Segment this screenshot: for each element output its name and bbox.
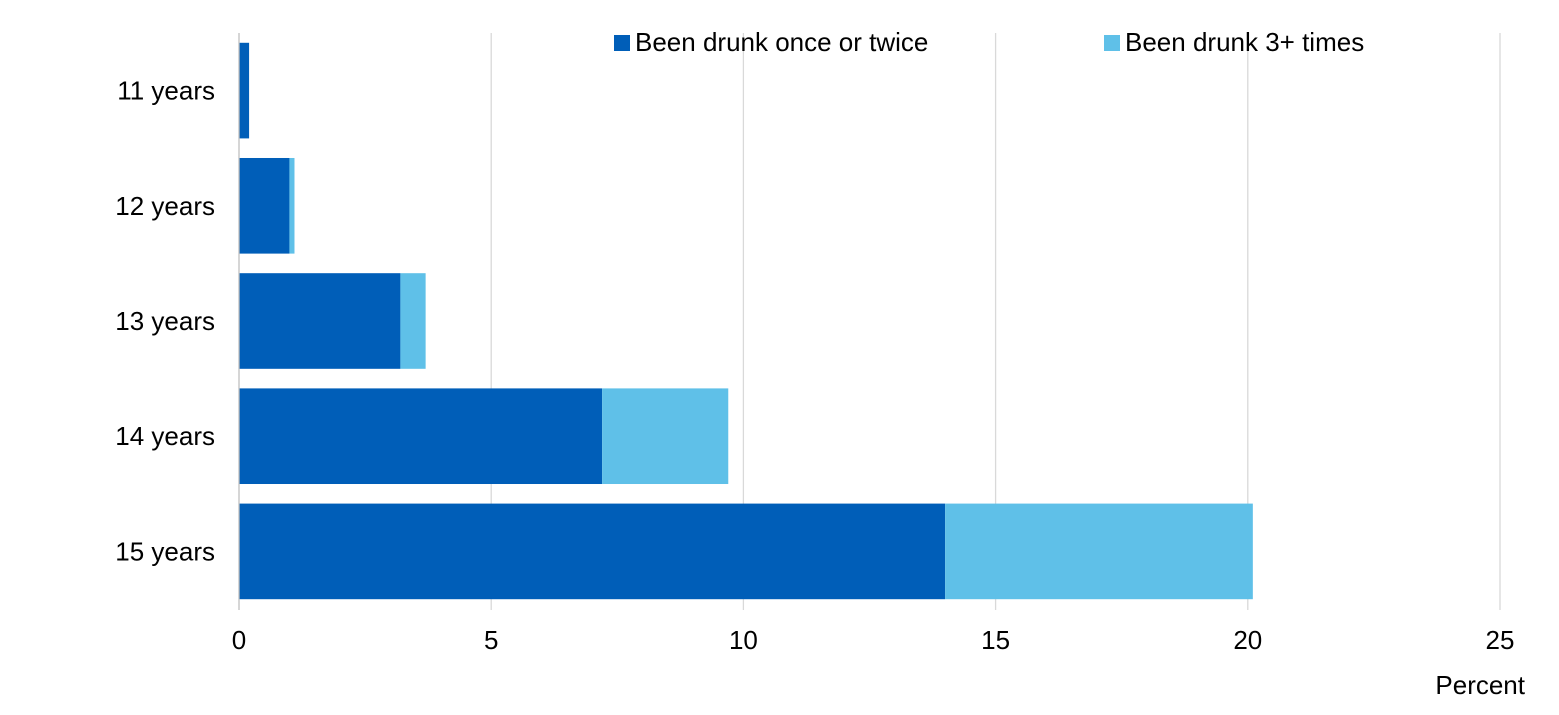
- category-labels: 11 years 12 years 13 years 14 years 15 years: [115, 76, 215, 567]
- bar-15-years-series-2[interactable]: [945, 503, 1253, 600]
- x-tick-label: 10: [729, 625, 758, 655]
- legend-label: Been drunk once or twice: [635, 27, 928, 57]
- x-axis-title: Percent: [1435, 670, 1525, 700]
- x-tick-label: 5: [484, 625, 498, 655]
- bar-12-years-series-2[interactable]: [289, 157, 295, 254]
- bar-14-years-series-1[interactable]: [239, 388, 603, 485]
- category-label: 12 years: [115, 191, 215, 221]
- x-tick-label: 25: [1486, 625, 1515, 655]
- bar-13-years-series-1[interactable]: [239, 273, 401, 369]
- x-tick-labels: 0 5 10 15 20 25: [232, 625, 1515, 655]
- x-tick-label: 0: [232, 625, 246, 655]
- category-label: 13 years: [115, 306, 215, 336]
- legend-item-1[interactable]: Been drunk once or twice: [614, 27, 928, 57]
- bar-12-years-series-1[interactable]: [239, 157, 290, 254]
- legend-item-2[interactable]: Been drunk 3+ times: [1104, 27, 1364, 57]
- legend-swatch: [614, 35, 630, 51]
- bar-13-years-series-2[interactable]: [400, 273, 426, 369]
- legend[interactable]: Been drunk once or twice Been drunk 3+ ti…: [614, 27, 1364, 57]
- bar-14-years-series-2[interactable]: [602, 388, 729, 485]
- x-tick-label: 15: [981, 625, 1010, 655]
- category-label: 15 years: [115, 536, 215, 566]
- category-label: 11 years: [117, 76, 215, 106]
- category-label: 14 years: [115, 421, 215, 451]
- legend-label: Been drunk 3+ times: [1125, 27, 1364, 57]
- bar-11-years-series-1[interactable]: [239, 42, 250, 139]
- bar-15-years-series-1[interactable]: [239, 503, 946, 600]
- bars: [239, 42, 1253, 600]
- legend-swatch: [1104, 35, 1120, 51]
- x-tick-label: 20: [1233, 625, 1262, 655]
